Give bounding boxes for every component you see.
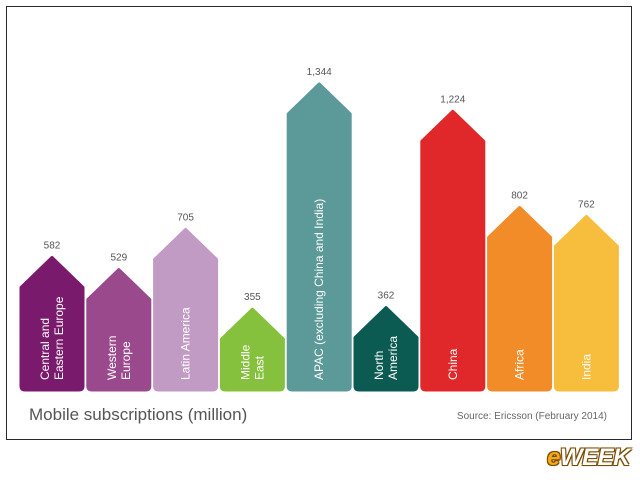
bar: [19, 255, 85, 392]
bar-chart: 582 Central andEastern Europe 529 WesternEu…: [19, 67, 619, 392]
bar: [420, 109, 486, 392]
category-label-line: Africa: [513, 349, 527, 380]
category-label-line: East: [252, 355, 266, 380]
category-label: APAC (excluding China and India): [312, 199, 326, 380]
category-label-line: North: [372, 351, 386, 380]
bar-group: 1,344 APAC (excluding China and India): [286, 67, 352, 392]
bar: [219, 307, 285, 392]
value-label: 362: [378, 291, 395, 302]
value-label: 1,224: [440, 94, 465, 105]
category-label: NorthAmerica: [372, 336, 400, 380]
eweek-logo: eWEEK: [547, 444, 630, 471]
category-label-line: Europe: [119, 341, 133, 380]
value-label: 355: [244, 292, 261, 303]
category-label-line: Eastern Europe: [52, 296, 66, 380]
category-label: MiddleEast: [238, 344, 266, 380]
category-label-line: Western: [105, 336, 119, 380]
value-label: 1,344: [307, 67, 332, 78]
bar-group: 802 Africa: [487, 190, 553, 392]
category-label: Latin America: [179, 307, 193, 380]
value-label: 762: [578, 200, 595, 211]
bar: [153, 227, 219, 392]
bar-group: 529 WesternEurope: [86, 253, 152, 392]
bar-group: 762 India: [553, 200, 619, 392]
category-label-line: APAC (excluding China and India): [312, 199, 326, 380]
bar: [353, 306, 419, 392]
category-label: WesternEurope: [105, 336, 133, 380]
category-label-line: India: [579, 354, 593, 380]
value-label: 705: [177, 212, 194, 223]
bar: [86, 268, 152, 392]
category-label: India: [579, 354, 593, 380]
value-label: 582: [44, 240, 61, 251]
bar-group: 362 NorthAmerica: [353, 291, 419, 392]
category-label: Africa: [513, 349, 527, 380]
bar: [286, 82, 352, 392]
category-label-line: China: [446, 348, 460, 380]
category-label-line: Central and: [38, 318, 52, 380]
bar-group: 705 Latin America: [153, 212, 219, 392]
bar-group: 1,224 China: [420, 94, 486, 392]
bar-group: 582 Central andEastern Europe: [19, 240, 85, 392]
bar-group: 355 MiddleEast: [219, 292, 285, 392]
value-label: 529: [110, 253, 127, 264]
category-label: Central andEastern Europe: [38, 296, 66, 380]
bar: [487, 205, 553, 392]
category-label-line: Latin America: [179, 307, 193, 380]
category-label-line: America: [386, 336, 400, 380]
bar: [553, 215, 619, 392]
category-label: China: [446, 348, 460, 380]
chart-caption: Mobile subscriptions (million): [29, 405, 248, 424]
value-label: 802: [511, 190, 528, 201]
source-note: Source: Ericsson (February 2014): [456, 411, 607, 422]
chart-frame: 582 Central andEastern Europe 529 WesternEu…: [6, 6, 632, 440]
category-label-line: Middle: [238, 344, 252, 380]
